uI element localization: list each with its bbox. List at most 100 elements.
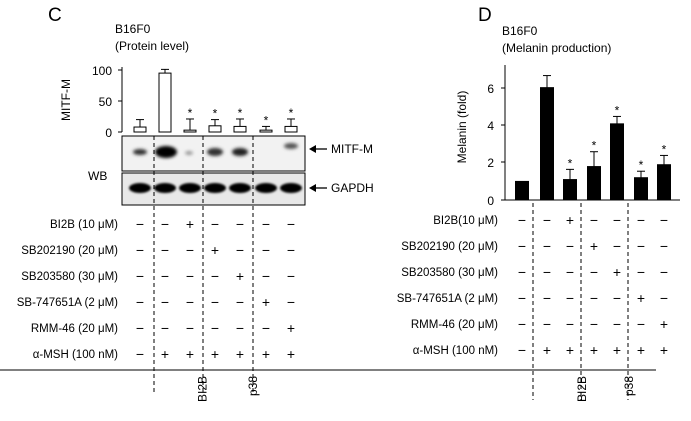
treatment-label: SB202190 (20 μM) xyxy=(21,245,118,257)
treatment-label: SB-747651A (2 μM) xyxy=(397,293,498,305)
treatment-sign: + xyxy=(211,346,219,362)
treatment-sign: − xyxy=(660,290,668,306)
treatment-sign: − xyxy=(613,238,621,254)
panel-c-subtitle: (Protein level) xyxy=(115,39,189,53)
bar xyxy=(587,166,601,201)
treatment-sign: + xyxy=(590,238,598,254)
treatment-sign: + xyxy=(262,294,270,310)
treatment-sign: − xyxy=(262,216,270,232)
bar xyxy=(133,126,147,133)
treatment-sign: + xyxy=(186,216,194,232)
treatment-sign: − xyxy=(590,316,598,332)
treatment-sign: + xyxy=(211,242,219,258)
treatment-sign: − xyxy=(660,238,668,254)
bar xyxy=(610,123,624,201)
blot-gapdh-arrow xyxy=(309,184,327,192)
treatment-sign: + xyxy=(566,342,574,358)
treatment-sign: − xyxy=(136,294,144,310)
treatment-sign: − xyxy=(590,290,598,306)
treatment-sign: − xyxy=(660,264,668,280)
bar xyxy=(208,125,222,133)
treatment-sign: + xyxy=(236,346,244,362)
treatment-label: RMM-46 (20 μM) xyxy=(411,319,498,331)
panel-c-bars: * * * * * xyxy=(133,68,298,133)
treatment-sign: − xyxy=(236,294,244,310)
panel-c-treatment-table: BI2B (10 μM) − − + − − − − SB202190 (20 μM) − − − + −… xyxy=(17,216,295,362)
panel-d-ytick-label: 6 xyxy=(487,82,494,96)
panel-c-title: B16F0 xyxy=(115,22,151,36)
treatment-sign: + xyxy=(660,342,668,358)
treatment-sign: − xyxy=(287,216,295,232)
treatment-sign: − xyxy=(637,316,645,332)
panel-d-letter: D xyxy=(478,5,492,26)
panel-d-groups: BI2Bp38MSK1 xyxy=(0,0,656,402)
treatment-sign: − xyxy=(566,290,574,306)
treatment-label: BI2B (10 μM) xyxy=(50,219,118,231)
treatment-sign: + xyxy=(613,264,621,280)
treatment-label: α-MSH (100 nM) xyxy=(33,349,118,361)
treatment-sign: − xyxy=(186,242,194,258)
significance-marker: * xyxy=(289,106,294,120)
significance-marker: * xyxy=(662,142,667,156)
treatment-sign: − xyxy=(136,242,144,258)
panel-d-treatment-table: BI2B(10 μM) − − + − − − −SB202190 (20 μM) − − − + − −… xyxy=(397,212,668,358)
blot-band xyxy=(255,183,277,193)
treatment-sign: − xyxy=(161,242,169,258)
panel-d-bars: * * * * * xyxy=(515,75,671,201)
significance-marker: * xyxy=(615,103,620,117)
treatment-sign: − xyxy=(543,212,551,228)
treatment-label: SB203580 (30 μM) xyxy=(401,267,498,279)
treatment-sign: + xyxy=(590,342,598,358)
bar xyxy=(634,177,648,201)
panel-c-ytick-label: 50 xyxy=(99,95,113,109)
treatment-label: α-MSH (100 nM) xyxy=(413,345,498,357)
treatment-sign: − xyxy=(262,268,270,284)
treatment-sign: − xyxy=(262,320,270,336)
treatment-sign: − xyxy=(518,212,526,228)
blot-band xyxy=(232,148,248,156)
treatment-sign: − xyxy=(136,346,144,362)
treatment-sign: − xyxy=(236,242,244,258)
panel-c-ytick-label: 100 xyxy=(92,64,112,78)
treatment-sign: − xyxy=(161,320,169,336)
treatment-sign: − xyxy=(543,238,551,254)
treatment-label: SB202190 (20 μM) xyxy=(401,241,498,253)
panel-d-ytick-label: 0 xyxy=(487,194,494,208)
treatment-sign: − xyxy=(637,238,645,254)
blot-gapdh-bands xyxy=(129,183,302,193)
treatment-sign: − xyxy=(590,212,598,228)
treatment-sign: − xyxy=(613,290,621,306)
treatment-label: SB-747651A (2 μM) xyxy=(17,297,118,309)
treatment-sign: − xyxy=(211,320,219,336)
blot-band xyxy=(204,183,226,193)
treatment-sign: − xyxy=(518,290,526,306)
panel-c: C B16F0 (Protein level) MITF-M 100 50 0 … xyxy=(0,0,374,402)
treatment-sign: + xyxy=(287,346,295,362)
significance-marker: * xyxy=(592,139,597,153)
treatment-sign: − xyxy=(287,294,295,310)
panel-d-ytick-label: 2 xyxy=(487,156,494,170)
significance-marker: * xyxy=(639,158,644,172)
blot-wb-label: WB xyxy=(88,169,107,183)
treatment-sign: + xyxy=(637,290,645,306)
treatment-sign: − xyxy=(518,342,526,358)
panel-c-ylabel: MITF-M xyxy=(59,79,73,121)
treatment-sign: − xyxy=(637,264,645,280)
bar xyxy=(515,180,529,201)
treatment-sign: − xyxy=(518,264,526,280)
blot-band xyxy=(155,146,177,158)
treatment-sign: − xyxy=(518,238,526,254)
treatment-sign: − xyxy=(613,316,621,332)
blot-band xyxy=(284,143,298,149)
bar xyxy=(657,164,671,201)
treatment-sign: + xyxy=(161,346,169,362)
treatment-label: RMM-46 (20 μM) xyxy=(31,323,118,335)
bar xyxy=(158,72,172,133)
treatment-sign: − xyxy=(186,320,194,336)
treatment-sign: − xyxy=(262,242,270,258)
treatment-sign: − xyxy=(211,294,219,310)
treatment-sign: − xyxy=(136,216,144,232)
treatment-sign: − xyxy=(287,242,295,258)
treatment-sign: − xyxy=(136,320,144,336)
